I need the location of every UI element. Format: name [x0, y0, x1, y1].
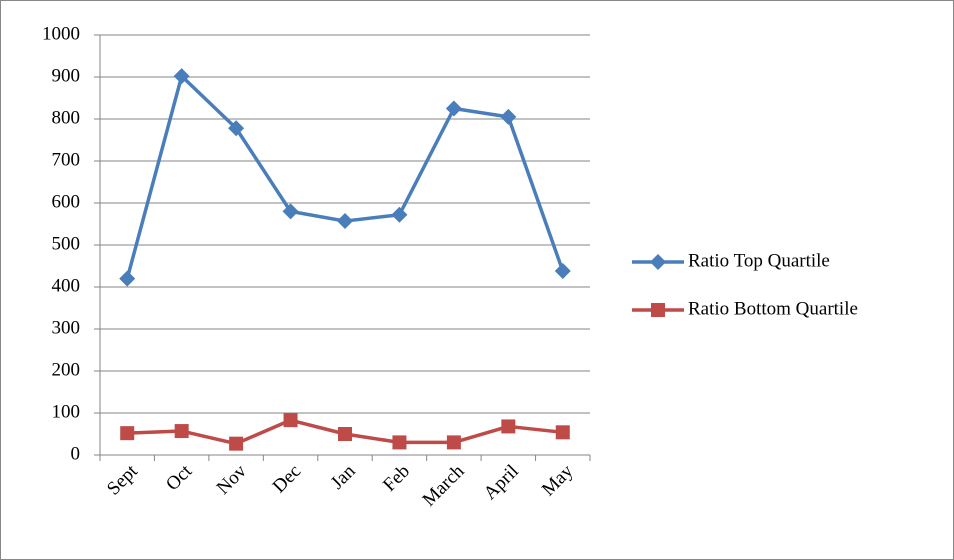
marker [229, 436, 244, 451]
y-tick-label: 300 [52, 317, 81, 338]
marker [120, 426, 135, 441]
y-tick-label: 200 [52, 359, 81, 380]
y-tick-label: 800 [52, 107, 81, 128]
y-tick-label: 900 [52, 65, 81, 86]
marker [501, 419, 516, 434]
marker [446, 435, 461, 450]
marker [338, 427, 352, 441]
y-tick-label: 500 [52, 233, 81, 254]
marker [391, 206, 408, 223]
legend-label: Ratio Top Quartile [688, 250, 830, 271]
marker [392, 435, 407, 450]
y-tick-label: 1000 [42, 23, 80, 44]
marker [228, 120, 245, 137]
y-tick-label: 400 [52, 275, 81, 296]
marker [445, 100, 462, 117]
marker [282, 203, 299, 220]
y-tick-label: 0 [71, 443, 81, 464]
marker [554, 263, 571, 280]
legend-marker [651, 303, 665, 317]
marker [555, 425, 570, 440]
marker [173, 68, 190, 85]
marker [174, 424, 189, 439]
marker [119, 270, 136, 287]
marker [500, 108, 517, 125]
legend-marker [650, 254, 666, 270]
marker [337, 213, 353, 230]
y-tick-label: 600 [52, 191, 81, 212]
y-tick-label: 700 [52, 149, 81, 170]
marker [283, 413, 298, 428]
legend-label: Ratio Bottom Quartile [688, 298, 858, 319]
y-tick-label: 100 [52, 401, 81, 422]
